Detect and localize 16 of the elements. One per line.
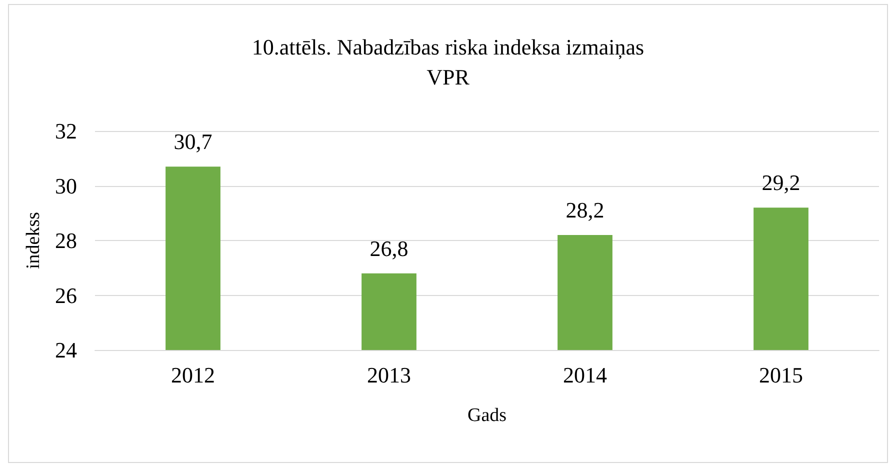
x-axis-title: Gads bbox=[467, 405, 507, 426]
x-tick-label: 2014 bbox=[563, 362, 607, 388]
data-label: 28,2 bbox=[566, 198, 604, 223]
y-tick-label: 26 bbox=[55, 282, 77, 308]
x-tick-label: 2013 bbox=[367, 362, 411, 388]
y-axis-title: indekss bbox=[23, 212, 44, 269]
data-label: 29,2 bbox=[762, 170, 800, 196]
y-tick-label: 24 bbox=[55, 338, 77, 362]
chart-title: 10.attēls. Nabadzības riska indeksa izmaiņas VPR bbox=[252, 34, 644, 90]
data-label: 26,8 bbox=[370, 236, 408, 261]
x-tick-label: 2015 bbox=[759, 362, 803, 388]
y-tick-label: 30 bbox=[55, 173, 77, 198]
y-tick-label: 28 bbox=[55, 228, 77, 253]
y-tick-label: 32 bbox=[55, 118, 77, 144]
x-tick-label: 2012 bbox=[171, 362, 215, 388]
data-label: 30,7 bbox=[174, 129, 212, 154]
